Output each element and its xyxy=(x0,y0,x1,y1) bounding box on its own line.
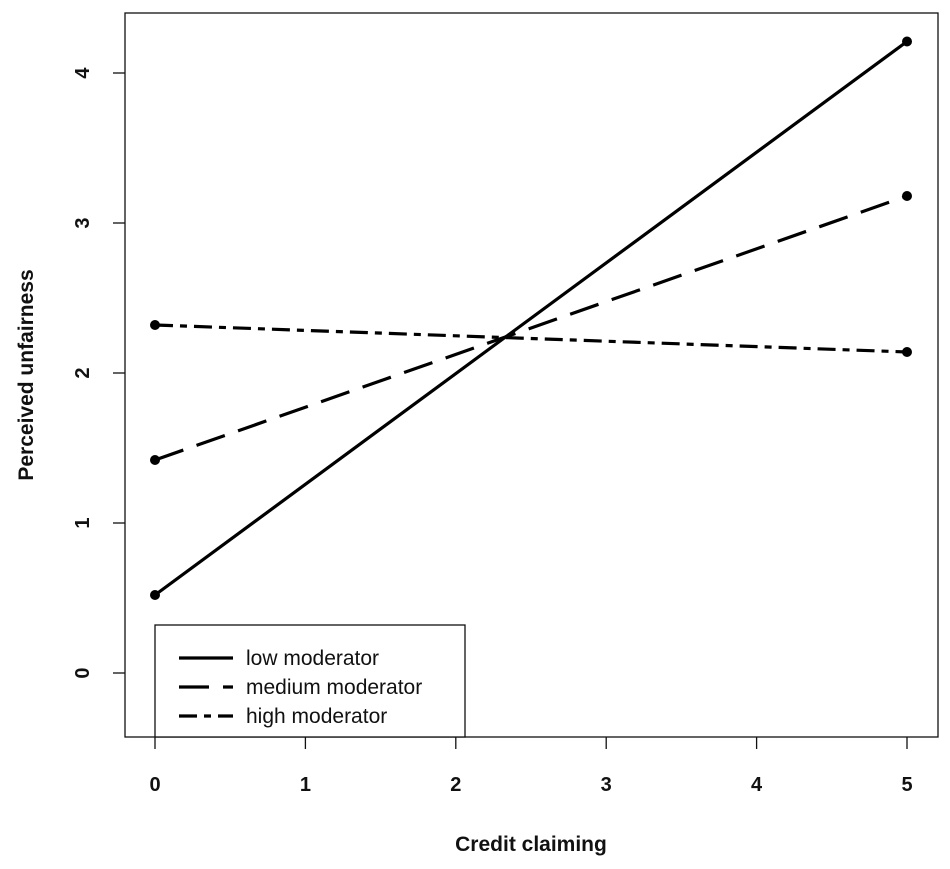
series-layer xyxy=(150,36,912,600)
legend: low moderator medium moderator high modera… xyxy=(154,624,466,738)
plot-frame xyxy=(124,12,939,738)
y-tick-label: 1 xyxy=(72,517,94,528)
series-point-1 xyxy=(150,455,160,465)
x-axis-title: Credit claiming xyxy=(455,833,607,856)
series-point-0 xyxy=(902,36,912,47)
y-tick-label: 0 xyxy=(72,667,94,678)
x-tick-label: 0 xyxy=(149,774,160,796)
series-line-1 xyxy=(154,194,908,462)
series-point-1 xyxy=(902,191,912,201)
legend-label: low moderator xyxy=(246,647,379,670)
legend-label: high moderator xyxy=(246,705,387,728)
legend-box xyxy=(154,624,466,738)
x-axis: 0 1 2 3 4 5 xyxy=(149,737,913,796)
series-line-2 xyxy=(154,323,908,354)
x-tick-label: 4 xyxy=(751,774,763,796)
legend-label: medium moderator xyxy=(246,676,422,699)
y-axis: 0 1 2 3 4 xyxy=(72,67,125,679)
series-point-0 xyxy=(150,590,160,600)
x-tick-label: 3 xyxy=(601,774,612,796)
series-point-2 xyxy=(902,347,912,357)
series-point-2 xyxy=(150,320,160,330)
x-tick-label: 2 xyxy=(450,774,461,796)
y-axis-title: Perceived unfairness xyxy=(15,269,38,480)
x-tick-label: 5 xyxy=(901,774,912,796)
y-tick-label: 2 xyxy=(72,367,94,378)
y-tick-label: 3 xyxy=(72,217,94,228)
series-line-0 xyxy=(154,40,908,597)
y-tick-label: 4 xyxy=(72,67,94,79)
x-tick-label: 1 xyxy=(300,774,311,796)
